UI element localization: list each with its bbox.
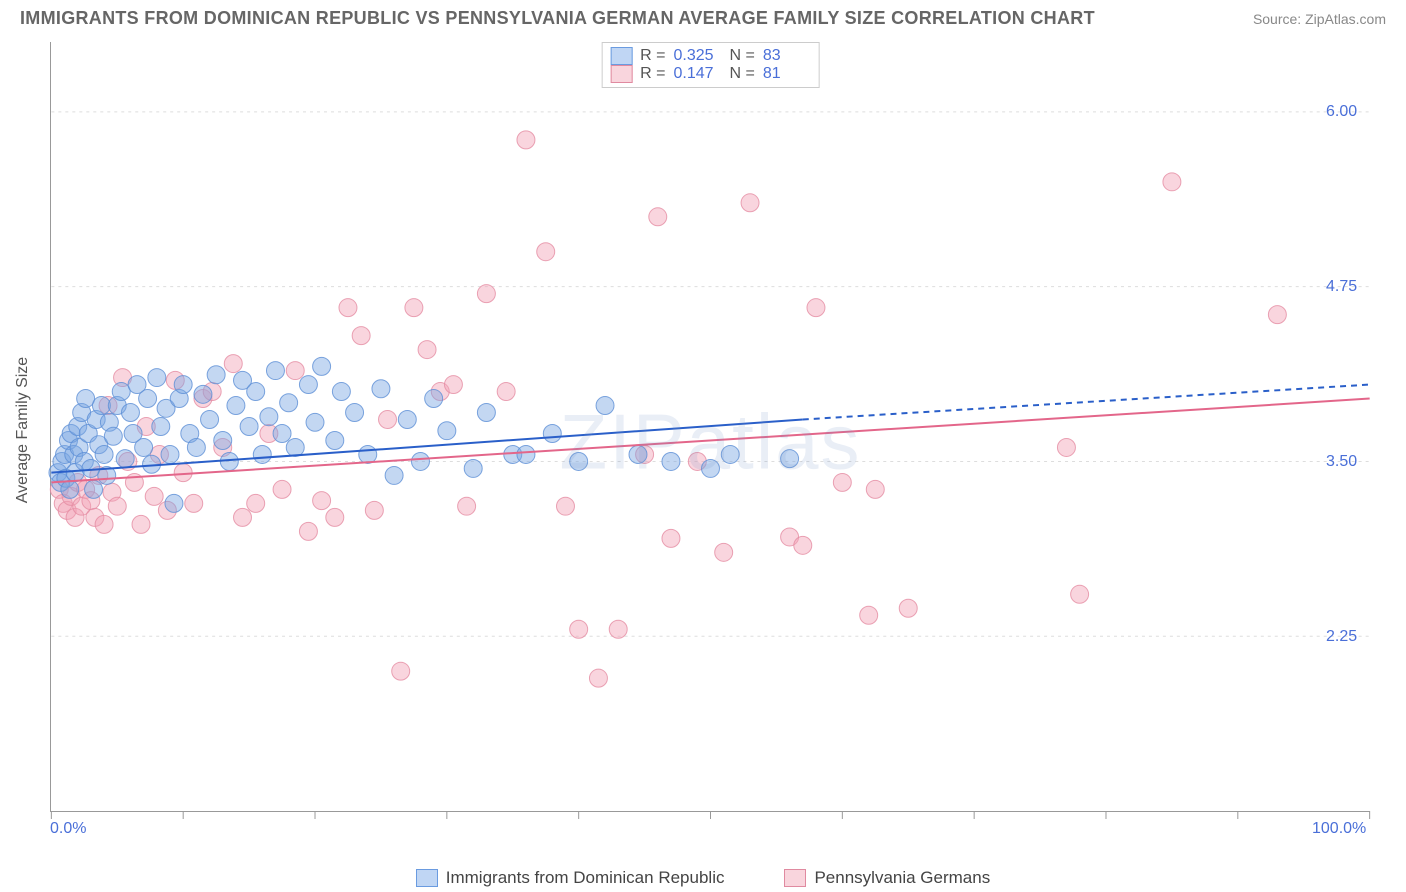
legend-r-value-pink: 0.147 bbox=[674, 65, 722, 83]
legend-label-blue: Immigrants from Dominican Republic bbox=[446, 868, 725, 888]
x-axis-min-label: 0.0% bbox=[50, 820, 86, 838]
stats-legend: R = 0.325 N = 83 R = 0.147 N = 81 bbox=[601, 42, 820, 88]
page-title: IMMIGRANTS FROM DOMINICAN REPUBLIC VS PE… bbox=[20, 8, 1095, 29]
x-axis-max-label: 100.0% bbox=[1312, 820, 1366, 838]
chart-plot-area: ZIPatlas R = 0.325 N = 83 R = 0.147 N = … bbox=[50, 42, 1370, 812]
scatter-svg bbox=[51, 42, 1370, 811]
legend-n-label: N = bbox=[730, 47, 755, 65]
legend-row-pink: R = 0.147 N = 81 bbox=[610, 65, 811, 83]
y-axis-label: Average Family Size bbox=[14, 357, 32, 503]
legend-n-value-pink: 81 bbox=[763, 65, 811, 83]
legend-row-blue: R = 0.325 N = 83 bbox=[610, 47, 811, 65]
legend-item-pink: Pennsylvania Germans bbox=[784, 868, 990, 888]
source-credit: Source: ZipAtlas.com bbox=[1253, 11, 1386, 27]
legend-n-value-blue: 83 bbox=[763, 47, 811, 65]
legend-r-value-blue: 0.325 bbox=[674, 47, 722, 65]
legend-n-label: N = bbox=[730, 65, 755, 83]
y-tick-label: 4.75 bbox=[1326, 278, 1357, 296]
legend-swatch-blue bbox=[610, 47, 632, 65]
legend-swatch-pink bbox=[610, 65, 632, 83]
series-legend: Immigrants from Dominican Republic Penns… bbox=[0, 868, 1406, 888]
y-tick-label: 2.25 bbox=[1326, 628, 1357, 646]
legend-label-pink: Pennsylvania Germans bbox=[814, 868, 990, 888]
legend-item-blue: Immigrants from Dominican Republic bbox=[416, 868, 725, 888]
y-tick-label: 3.50 bbox=[1326, 453, 1357, 471]
legend-swatch-pink-icon bbox=[784, 869, 806, 887]
y-tick-label: 6.00 bbox=[1326, 103, 1357, 121]
legend-swatch-blue-icon bbox=[416, 869, 438, 887]
legend-r-label: R = bbox=[640, 65, 665, 83]
legend-r-label: R = bbox=[640, 47, 665, 65]
